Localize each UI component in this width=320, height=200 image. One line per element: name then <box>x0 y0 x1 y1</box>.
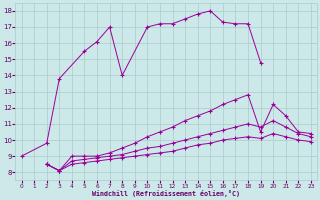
X-axis label: Windchill (Refroidissement éolien,°C): Windchill (Refroidissement éolien,°C) <box>92 190 240 197</box>
